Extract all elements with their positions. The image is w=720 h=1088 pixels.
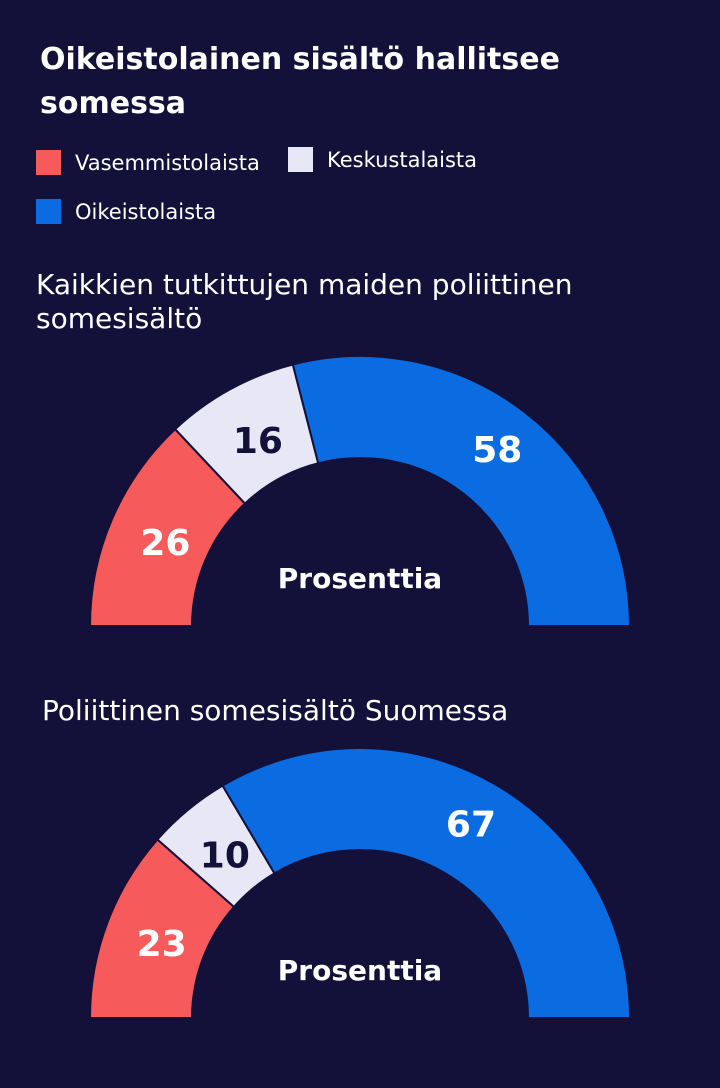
- gauge-0-center-label: Prosenttia: [278, 562, 442, 595]
- gauge-0-value-label-right: 58: [472, 430, 522, 471]
- page-title: Oikeistolainen sisältö hallitsee somessa: [40, 42, 560, 121]
- gauge-1-value-label-center: 10: [200, 836, 250, 877]
- legend-item-center: Keskustalaista: [288, 147, 477, 172]
- gauge-1-center-label: Prosenttia: [278, 954, 442, 987]
- legend-item-right: Oikeistolaista: [36, 199, 216, 224]
- gauge-1-value-label-left: 23: [137, 924, 187, 965]
- legend-label-right: Oikeistolaista: [75, 199, 217, 224]
- legend-item-left: Vasemmistolaista: [36, 150, 260, 175]
- legend-swatch-center: [288, 147, 313, 172]
- legend-label-left: Vasemmistolaista: [75, 150, 260, 175]
- gauge-1-value-label-right: 67: [446, 804, 496, 845]
- chart-title-finland: Poliittinen somesisältö Suomessa: [42, 694, 509, 727]
- chart-title-all-countries: Kaikkien tutkittujen maiden poliittinen …: [36, 268, 573, 335]
- gauge-0-segment-right: [291, 355, 632, 627]
- gauge-0-value-label-center: 16: [233, 421, 283, 462]
- legend-swatch-right: [36, 199, 61, 224]
- gauge-chart-finland: 23 10 67 Prosenttia: [88, 747, 632, 1019]
- legend-swatch-left: [36, 150, 61, 175]
- gauge-1-segment-right: [221, 747, 632, 1019]
- legend-label-center: Keskustalaista: [327, 147, 478, 172]
- gauge-chart-all-countries: 26 16 58 Prosenttia: [88, 355, 632, 627]
- gauge-0-value-label-left: 26: [140, 523, 190, 564]
